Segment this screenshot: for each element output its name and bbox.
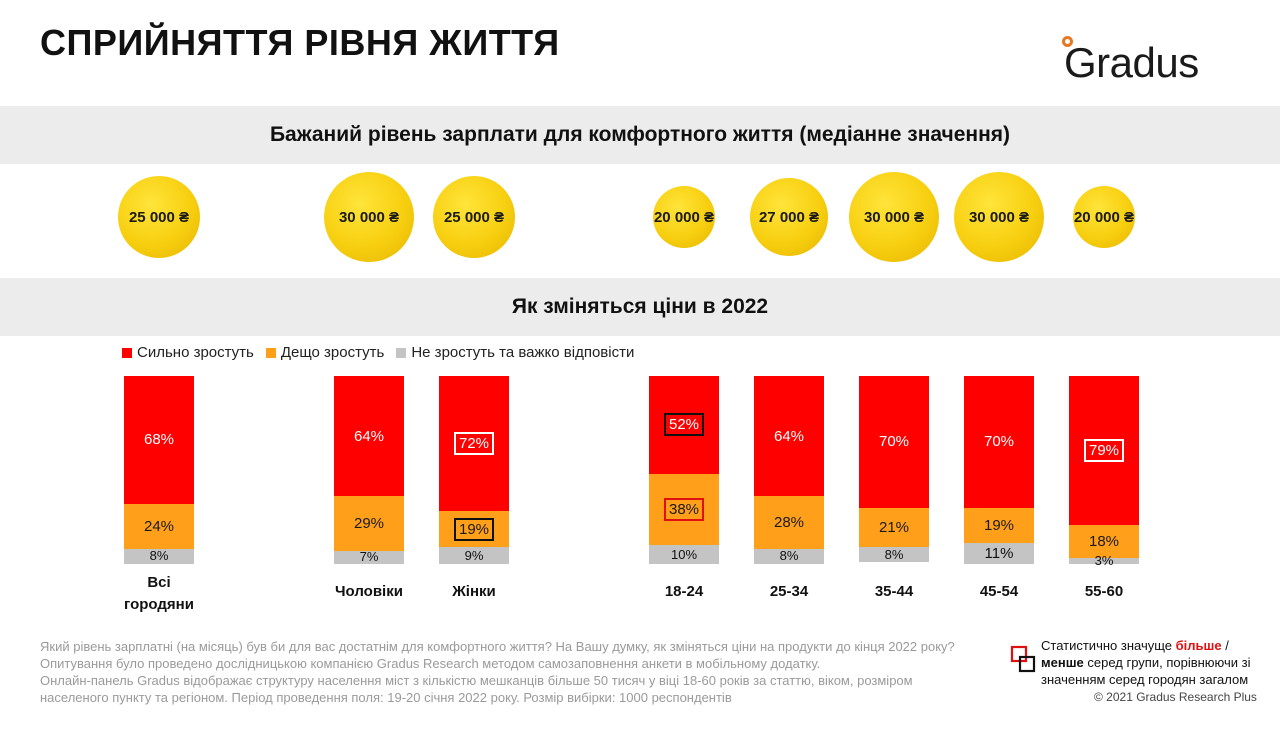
data-label: 24%: [143, 517, 175, 535]
salary-bubble: 25 000 ₴: [433, 176, 515, 258]
data-label: 70%: [878, 433, 910, 451]
sig-less: менше: [1041, 655, 1084, 670]
data-label: 9%: [464, 547, 484, 563]
data-label: 28%: [773, 514, 805, 532]
bar-segment-somewhat: 21%: [859, 507, 929, 548]
data-label: 8%: [779, 548, 799, 564]
data-label: 18%: [1088, 532, 1120, 550]
logo-dot-icon: [1062, 36, 1073, 47]
legend-label: Дещо зростуть: [280, 344, 385, 361]
category-label: Всі городяни: [124, 574, 194, 613]
legend-swatch-somewhat: [265, 347, 276, 358]
bar-segment-not: 8%: [124, 548, 194, 564]
footnote-line: населеного пункту та регіоном. Період пр…: [40, 690, 732, 705]
bar-segment-not: 3%: [1069, 554, 1139, 567]
data-label: 79%: [1083, 438, 1125, 462]
bar-segment-strong: 52%: [649, 376, 719, 474]
data-label: 7%: [359, 549, 379, 565]
bar-segment-strong: 68%: [124, 376, 194, 504]
salary-bubble: 27 000 ₴: [750, 178, 828, 256]
bar-segment-not: 7%: [334, 549, 404, 565]
legend-item: Сильно зростуть: [122, 344, 254, 361]
data-label: 19%: [983, 516, 1015, 534]
data-label: 8%: [884, 546, 904, 562]
gradus-logo: Gradus: [1062, 36, 1242, 86]
bar-segment-strong: 72%: [439, 376, 509, 512]
salary-bubble: 30 000 ₴: [849, 172, 939, 262]
data-label: 52%: [663, 413, 705, 437]
logo-text: Gradus: [1064, 39, 1199, 86]
data-label: 3%: [1094, 553, 1114, 569]
data-label: 64%: [773, 427, 805, 445]
bar-segment-strong: 79%: [1069, 376, 1139, 525]
salary-bubble: 20 000 ₴: [653, 186, 715, 248]
legend-swatch-not: [396, 347, 407, 358]
bar-segment-somewhat: 18%: [1069, 524, 1139, 559]
legend-item: Не зростуть та важко відповісти: [396, 344, 634, 361]
bar-segment-strong: 64%: [334, 376, 404, 497]
prices-section-header: Як зміняться ціни в 2022: [0, 278, 1280, 336]
copyright: © 2021 Gradus Research Plus: [1094, 690, 1257, 704]
bar-segment-somewhat: 19%: [439, 511, 509, 548]
bar-segment-somewhat: 29%: [334, 496, 404, 551]
bar-segment-strong: 70%: [964, 376, 1034, 508]
legend-item: Дещо зростуть: [265, 344, 385, 361]
legend-swatch-strong: [122, 347, 132, 358]
salary-bubble: 30 000 ₴: [324, 172, 414, 262]
footnote-line: Опитування було проведено дослідницькою …: [40, 656, 821, 671]
data-label: 8%: [149, 548, 169, 564]
category-label: 55-60: [1084, 583, 1124, 600]
bar-segment-strong: 70%: [859, 376, 929, 508]
bar-segment-somewhat: 38%: [649, 473, 719, 546]
data-label: 72%: [453, 432, 495, 456]
category-label: 18-24: [664, 583, 704, 600]
data-label: 68%: [143, 431, 175, 449]
data-label: 70%: [983, 433, 1015, 451]
footnote-line: Який рівень зарплатні (на місяць) був би…: [40, 639, 955, 654]
bar-segment-somewhat: 28%: [754, 496, 824, 549]
bar-segment-not: 8%: [859, 546, 929, 563]
bar-segment-not: 9%: [439, 547, 509, 564]
sig-sep: /: [1221, 638, 1229, 653]
category-label: 45-54: [979, 583, 1019, 600]
bar-segment-somewhat: 24%: [124, 503, 194, 549]
legend-label: Сильно зростуть: [137, 344, 254, 361]
bar-segment-strong: 64%: [754, 376, 824, 497]
category-label: Чоловіки: [335, 583, 403, 600]
chart-legend: Сильно зростуть Дещо зростуть Не зростут…: [122, 344, 634, 361]
category-label: Жінки: [452, 583, 496, 600]
bar-segment-somewhat: 19%: [964, 507, 1034, 544]
salary-bubble: 25 000 ₴: [118, 176, 200, 258]
data-label: 10%: [670, 546, 698, 562]
sig-prefix: Статистично значуще: [1041, 638, 1176, 653]
footnote-line: Онлайн-панель Gradus відображає структур…: [40, 673, 913, 688]
salary-section-header: Бажаний рівень зарплати для комфортного …: [0, 106, 1280, 164]
bar-segment-not: 10%: [649, 545, 719, 564]
data-label: 64%: [353, 427, 385, 445]
legend-label: Не зростуть та важко відповісти: [411, 344, 635, 361]
data-label: 29%: [353, 515, 385, 533]
footnote: Який рівень зарплатні (на місяць) був би…: [40, 638, 1000, 706]
data-label: 21%: [878, 518, 910, 536]
significance-icon: [1010, 645, 1036, 673]
category-label: 25-34: [769, 583, 809, 600]
salary-bubble: 30 000 ₴: [954, 172, 1044, 262]
data-label: 38%: [663, 497, 705, 521]
data-label: 11%: [984, 545, 1014, 563]
sig-suffix: серед групи, порівнюючи зі значенням сер…: [1041, 655, 1251, 687]
bar-segment-not: 8%: [754, 548, 824, 564]
sig-more: більше: [1175, 638, 1222, 653]
significance-note: Статистично значуще більше / менше серед…: [1041, 637, 1266, 688]
page-title: СПРИЙНЯТТЯ РІВНЯ ЖИТТЯ: [40, 22, 560, 63]
salary-bubble: 20 000 ₴: [1073, 186, 1135, 248]
bar-segment-not: 11%: [964, 543, 1034, 564]
data-label: 19%: [453, 517, 495, 541]
category-label: 35-44: [874, 583, 914, 600]
